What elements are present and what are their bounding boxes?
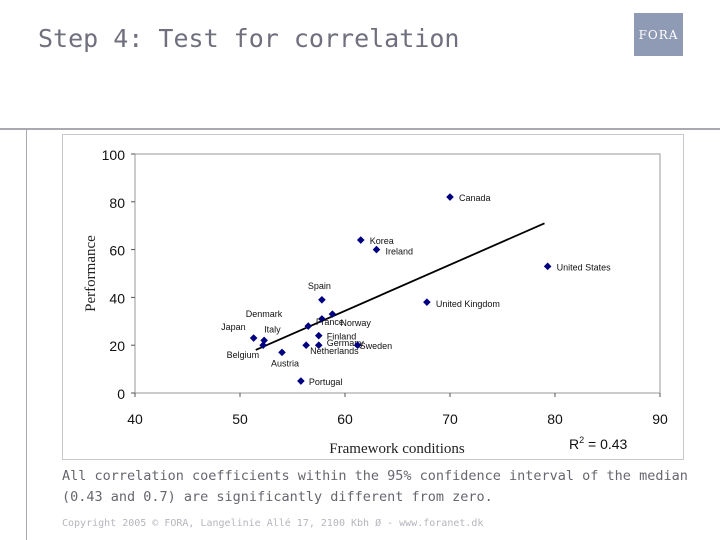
title-divider [0,128,720,130]
x-tick-label: 50 [232,411,248,427]
point-label: Italy [264,324,281,334]
data-point [259,341,267,349]
data-point [318,295,326,304]
point-label: Japan [221,322,246,332]
point-label: Austria [271,358,299,368]
data-point [297,377,305,385]
data-point [249,334,258,342]
data-point [314,341,323,349]
slide-title: Step 4: Test for correlation [38,24,460,53]
y-tick-label: 0 [117,386,125,402]
y-tick-label: 20 [109,338,125,354]
y-tick-label: 80 [109,195,125,211]
point-label: Korea [370,236,394,246]
x-tick-label: 70 [442,411,458,427]
caption-text: All correlation coefficients within the … [62,468,688,505]
x-tick-label: 40 [127,411,143,427]
data-point [356,236,365,244]
y-tick-label: 40 [109,290,125,306]
point-label: Germany [327,338,365,348]
x-tick-label: 60 [337,411,353,427]
point-label: Spain [308,281,331,291]
point-label: Ireland [386,247,414,257]
point-label: Portugal [309,377,343,387]
x-axis-title: Framework conditions [329,441,465,457]
point-label: Netherlands [310,346,359,356]
data-point [314,331,323,340]
point-label: Norway [340,318,371,328]
data-point [302,341,310,349]
data-point [304,322,313,330]
data-point [372,245,381,254]
scatter-chart: 0 20 40 60 80 100 40 50 60 70 80 90 Framework condit… [83,147,668,457]
point-label: France [316,317,344,327]
data-point [446,193,454,201]
y-tick-label: 100 [102,147,126,163]
point-label: United States [557,262,612,272]
x-tick-label: 90 [652,411,668,427]
data-point [328,310,337,318]
point-label: Sweden [360,341,393,351]
plot-area [134,153,661,394]
point-label: Finland [327,332,357,342]
x-tick-label: 80 [547,411,563,427]
left-divider [26,129,27,540]
copyright-footer: Copyright 2005 © FORA, Langelinie Allé 1… [62,518,484,529]
point-label: Denmark [246,309,283,319]
fora-logo: FORA [634,13,683,56]
point-label: United Kingdom [436,299,500,309]
trendline [255,222,545,351]
y-tick-label: 60 [109,243,125,259]
data-point [318,315,326,323]
point-label: Belgium [227,350,260,360]
data-point [423,298,431,306]
data-point [353,341,362,349]
data-point [278,348,286,357]
point-label: Canada [459,193,491,203]
r-squared-label: R2 = 0.43 [569,435,628,452]
data-point [260,336,268,345]
chart-container: 0 20 40 60 80 100 40 50 60 70 80 90 Framework condit… [62,134,684,460]
y-axis-title: Performance [83,235,99,312]
data-point [543,262,552,271]
